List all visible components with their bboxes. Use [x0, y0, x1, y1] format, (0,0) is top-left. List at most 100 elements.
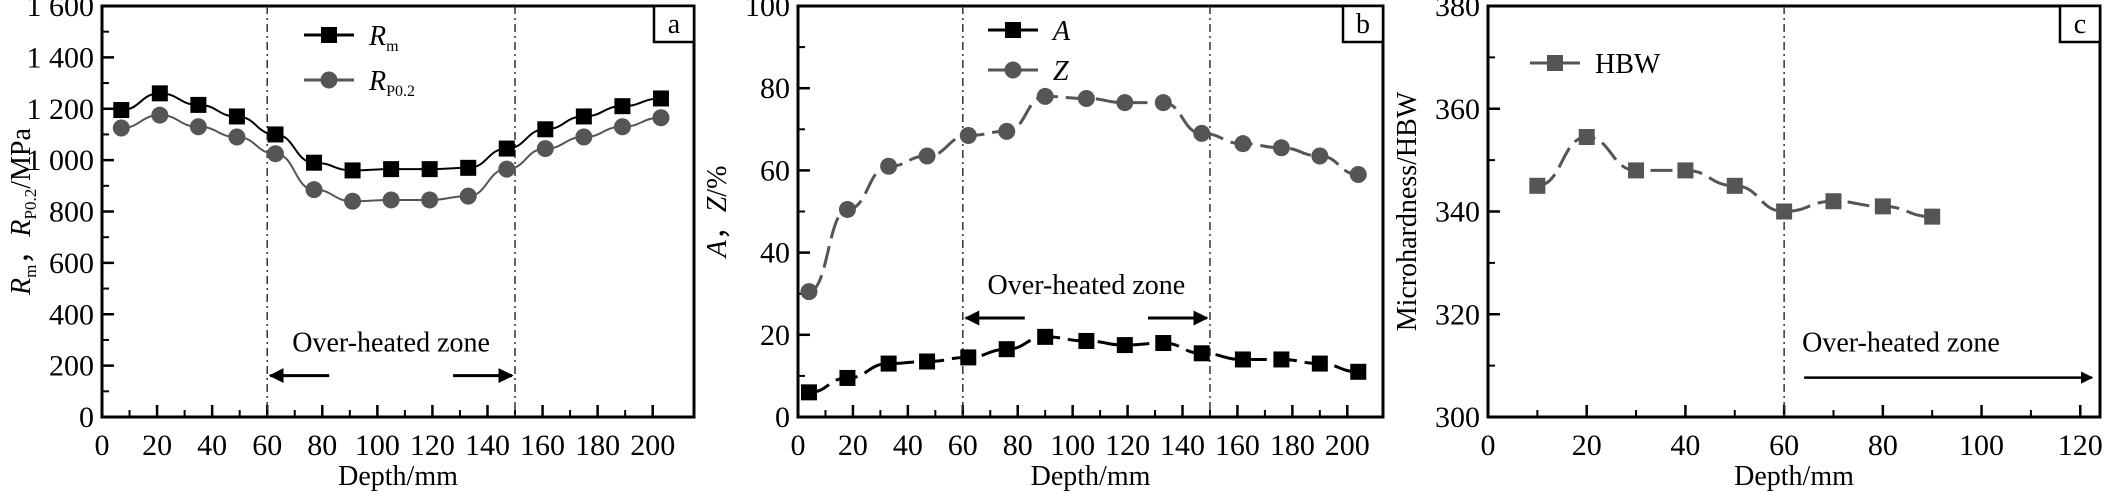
y-axis-label-part: ，: [6, 237, 37, 265]
y-axis-label-part: R: [6, 278, 37, 296]
legend-marker: [320, 71, 338, 89]
data-point: [1350, 363, 1367, 380]
x-tick-label: 180: [1270, 429, 1315, 462]
panel-label-box: [1341, 4, 1385, 44]
legend-label-sub: P0.2: [386, 83, 415, 100]
legend-item-Z: Z: [988, 56, 1069, 87]
data-point: [652, 109, 670, 127]
legend-label-main: R: [368, 66, 386, 97]
x-tick-label: 40: [1670, 429, 1700, 462]
y-axis-label-part: A: [702, 239, 733, 259]
x-tick-label: 120: [2058, 429, 2103, 462]
legend-item-Rm: Rm: [304, 21, 399, 55]
data-point: [228, 128, 246, 146]
x-tick-label: 0: [95, 429, 110, 462]
x-axis-label: Depth/mm: [1031, 461, 1151, 492]
y-axis-label: A，Z/%: [702, 166, 733, 260]
y-axis-label-part: ，: [702, 212, 733, 240]
y-axis-label: Microhardness/HBW: [1392, 91, 1423, 331]
annotation-text: Over-heated zone: [292, 328, 490, 359]
data-point: [1077, 89, 1095, 107]
data-point: [1776, 203, 1793, 220]
data-point: [306, 154, 323, 171]
y-tick-label: 320: [1435, 298, 1480, 331]
x-tick-label: 120: [1105, 429, 1150, 462]
series-line-Z: [808, 94, 1359, 294]
x-tick-label: 100: [355, 429, 400, 462]
legend-label-main: R: [368, 21, 386, 52]
legend-label-main: Z: [1053, 56, 1069, 87]
data-point: [498, 140, 515, 157]
data-point: [305, 181, 323, 199]
legend-marker: [321, 27, 337, 43]
data-point: [1155, 335, 1172, 352]
y-axis-label-part: m: [21, 265, 40, 278]
data-point: [1273, 351, 1290, 368]
data-point: [267, 126, 284, 143]
data-point: [383, 161, 400, 178]
x-axis-label: Depth/mm: [1734, 461, 1854, 492]
data-point: [537, 121, 554, 138]
y-axis-label-part: /MPa: [6, 128, 37, 189]
legend-marker: [1547, 55, 1563, 71]
data-point: [266, 145, 284, 163]
x-tick-label: 120: [410, 429, 455, 462]
legend-item-RP0.2: RP0.2: [304, 66, 415, 100]
y-tick-label: 1 200: [27, 93, 95, 126]
y-tick-label: 1 000: [27, 144, 95, 177]
y-tick-label: 400: [49, 298, 94, 331]
legend-item-A: A: [988, 16, 1071, 47]
data-point: [421, 161, 438, 178]
data-point: [800, 384, 817, 401]
x-tick-label: 60: [252, 429, 282, 462]
x-tick-label: 160: [520, 429, 565, 462]
series-line-HBW: [1537, 135, 1933, 219]
panel-label-box: [652, 4, 696, 44]
y-axis-label-part: R: [6, 219, 37, 237]
panel-label: a: [668, 9, 681, 40]
data-point: [498, 160, 516, 178]
legend-marker: [1004, 61, 1022, 79]
data-point: [1272, 139, 1290, 157]
x-tick-label: 40: [197, 429, 227, 462]
data-point: [1116, 337, 1133, 354]
data-point: [1078, 332, 1095, 349]
data-point: [1677, 162, 1694, 179]
data-point: [1578, 129, 1595, 146]
y-tick-label: 1 600: [27, 0, 95, 23]
data-point: [228, 108, 245, 125]
y-axis-label-part: /%: [702, 166, 733, 197]
x-tick-label: 180: [575, 429, 620, 462]
panel-label-box: [2058, 4, 2102, 44]
y-axis-label-part: Z: [702, 196, 733, 212]
y-tick-label: 20: [760, 319, 790, 352]
data-point: [839, 369, 856, 386]
data-point: [998, 341, 1015, 358]
x-axis-label: Depth/mm: [338, 461, 458, 492]
legend-item-HBW: HBW: [1530, 49, 1661, 80]
legend-marker: [1005, 22, 1021, 38]
y-tick-label: 300: [1435, 401, 1480, 434]
data-point: [151, 85, 168, 102]
data-point: [614, 98, 631, 115]
x-tick-label: 100: [1959, 429, 2004, 462]
legend-label: Rm: [368, 21, 399, 55]
data-point: [959, 126, 977, 144]
data-point: [189, 118, 207, 136]
x-tick-label: 160: [1215, 429, 1260, 462]
legend-label-main: HBW: [1595, 49, 1661, 80]
data-point: [1116, 94, 1134, 112]
data-point: [1311, 355, 1328, 372]
x-tick-label: 0: [1481, 429, 1496, 462]
data-point: [998, 122, 1016, 140]
y-tick-label: 360: [1435, 93, 1480, 126]
legend-label-main: A: [1051, 16, 1071, 47]
data-point: [1349, 166, 1367, 184]
panel-label: b: [1356, 9, 1370, 40]
data-point: [918, 147, 936, 165]
data-point: [800, 283, 818, 301]
x-tick-label: 20: [838, 429, 868, 462]
data-point: [1234, 135, 1252, 153]
data-point: [1825, 193, 1842, 210]
chart-panel-c: 0 20 40 60 80 100 120 300 320 340 360 380 Depth/mm Mi…: [1392, 0, 2103, 492]
